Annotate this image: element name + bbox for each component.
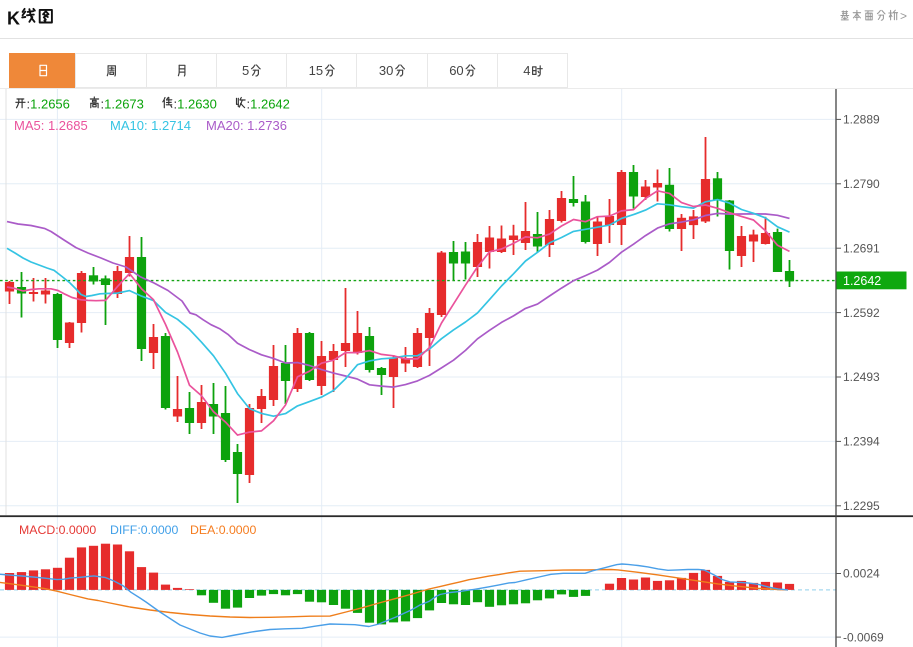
svg-text::1.2656: :1.2656 xyxy=(27,97,70,112)
svg-text:60: 60 xyxy=(449,63,463,78)
svg-text:K: K xyxy=(7,9,20,29)
svg-text:1.2295: 1.2295 xyxy=(843,499,880,513)
svg-text:15: 15 xyxy=(309,63,323,78)
svg-text:5: 5 xyxy=(242,63,249,78)
svg-text:1.2493: 1.2493 xyxy=(843,370,880,384)
svg-text:1.2394: 1.2394 xyxy=(843,435,880,449)
svg-text::1.2673: :1.2673 xyxy=(101,97,144,112)
svg-text:1.2790: 1.2790 xyxy=(843,177,880,191)
svg-text::1.2630: :1.2630 xyxy=(174,97,217,112)
svg-text:1.2889: 1.2889 xyxy=(843,113,880,127)
svg-text::1.2642: :1.2642 xyxy=(247,97,290,112)
svg-text:-0.0069: -0.0069 xyxy=(843,630,884,644)
svg-text:4: 4 xyxy=(523,63,530,78)
svg-text:1.2642: 1.2642 xyxy=(843,274,881,288)
svg-text:0.0024: 0.0024 xyxy=(843,567,880,581)
svg-text:30: 30 xyxy=(379,63,393,78)
svg-text:>: > xyxy=(900,9,907,23)
svg-text:1.2691: 1.2691 xyxy=(843,241,880,255)
svg-text:1.2592: 1.2592 xyxy=(843,306,880,320)
